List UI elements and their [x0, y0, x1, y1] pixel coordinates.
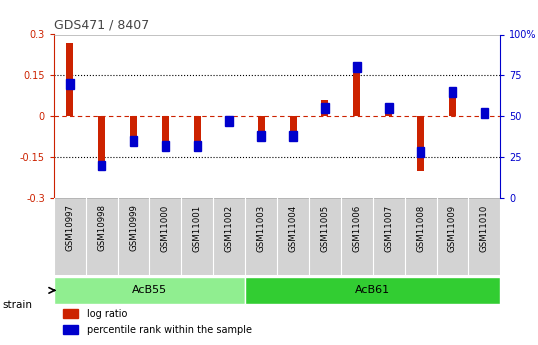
- Bar: [353, 73, 360, 116]
- Text: GSM10998: GSM10998: [97, 204, 106, 252]
- Bar: [130, 116, 137, 141]
- Bar: [194, 116, 201, 152]
- Bar: [66, 43, 73, 116]
- Bar: [449, 89, 456, 116]
- Text: GSM11004: GSM11004: [288, 204, 298, 252]
- Bar: [449, 87, 456, 97]
- Text: GDS471 / 8407: GDS471 / 8407: [54, 19, 149, 32]
- Bar: [225, 116, 233, 126]
- Text: GSM10999: GSM10999: [129, 204, 138, 251]
- Bar: [385, 108, 392, 116]
- Bar: [63, 325, 79, 334]
- Bar: [353, 62, 360, 72]
- Bar: [98, 160, 105, 170]
- Text: GSM10997: GSM10997: [65, 204, 74, 252]
- Bar: [63, 309, 79, 318]
- Bar: [480, 108, 488, 118]
- Bar: [321, 103, 329, 113]
- Text: log ratio: log ratio: [87, 309, 128, 319]
- Text: percentile rank within the sample: percentile rank within the sample: [87, 325, 252, 335]
- Text: AcB55: AcB55: [132, 285, 167, 295]
- Bar: [161, 141, 169, 151]
- Bar: [289, 131, 297, 141]
- Bar: [321, 100, 328, 116]
- Text: AcB61: AcB61: [355, 285, 391, 295]
- Text: GSM11005: GSM11005: [321, 204, 329, 252]
- Bar: [257, 131, 265, 141]
- Bar: [162, 116, 169, 149]
- Text: GSM11000: GSM11000: [161, 204, 170, 252]
- Text: GSM11002: GSM11002: [225, 204, 233, 252]
- Text: GSM11007: GSM11007: [384, 204, 393, 252]
- Bar: [417, 148, 424, 157]
- Bar: [385, 103, 393, 113]
- Bar: [130, 136, 137, 146]
- Text: GSM11003: GSM11003: [257, 204, 266, 252]
- Bar: [194, 141, 201, 151]
- Text: GSM11008: GSM11008: [416, 204, 425, 252]
- Text: GSM11006: GSM11006: [352, 204, 362, 252]
- Bar: [258, 116, 265, 133]
- Bar: [289, 116, 296, 133]
- Text: GSM11001: GSM11001: [193, 204, 202, 252]
- Bar: [481, 111, 488, 116]
- Text: GSM11009: GSM11009: [448, 204, 457, 252]
- Text: GSM11010: GSM11010: [480, 204, 489, 252]
- FancyBboxPatch shape: [54, 277, 245, 304]
- Bar: [417, 116, 424, 171]
- FancyBboxPatch shape: [245, 277, 500, 304]
- Bar: [66, 79, 74, 89]
- Bar: [98, 116, 105, 171]
- Text: strain: strain: [3, 300, 33, 310]
- Bar: [226, 116, 233, 122]
